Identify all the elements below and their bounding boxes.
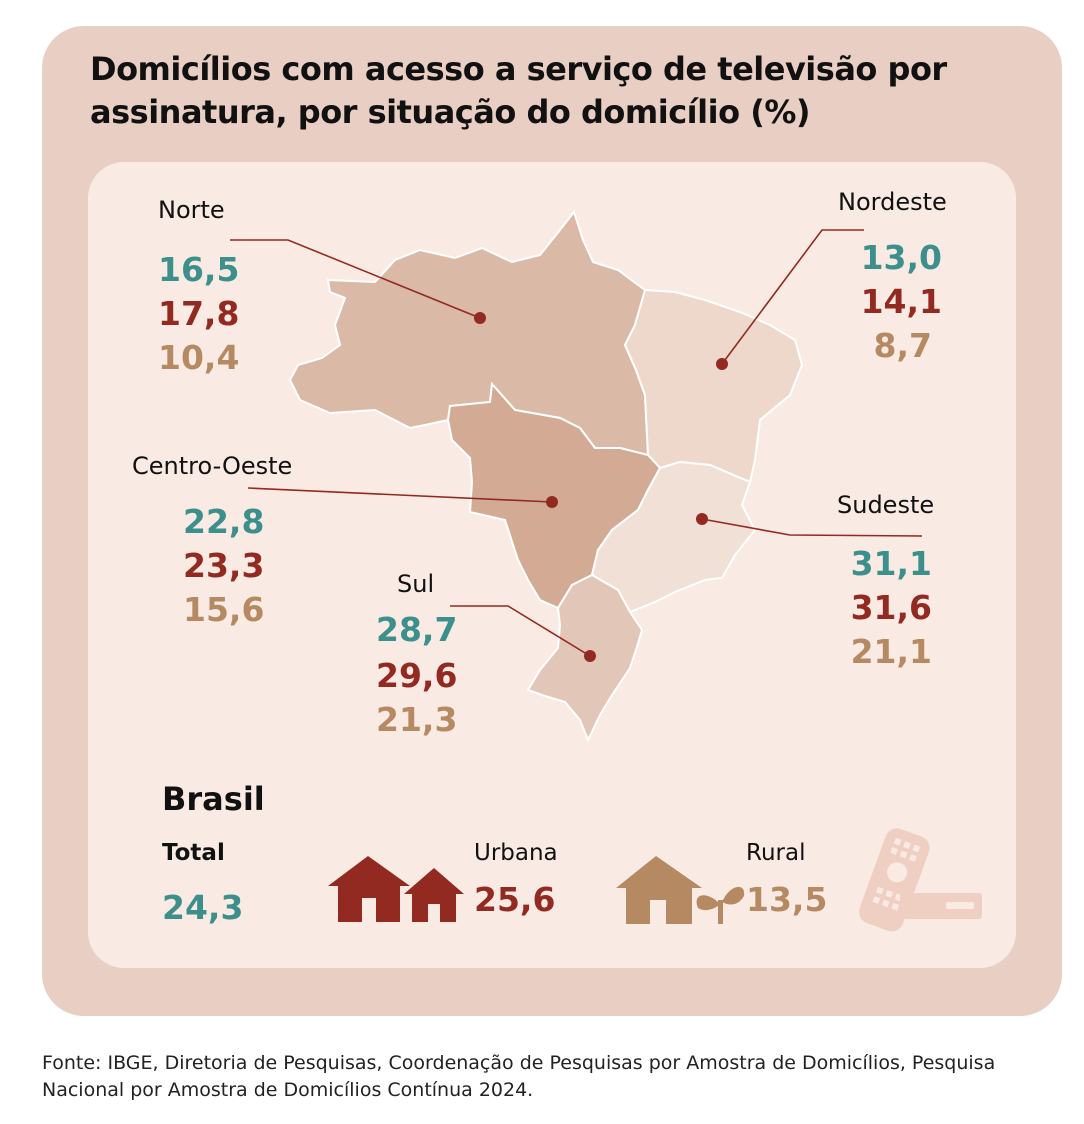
sul-urbana-value: 29,6 — [376, 656, 458, 695]
region-label-sudeste: Sudeste — [837, 491, 935, 519]
brasil-urbana-label: Urbana — [474, 840, 558, 866]
marker-sudeste — [696, 513, 708, 525]
norte-rural-value: 10,4 — [158, 338, 240, 377]
leader-line-norte — [230, 239, 481, 319]
marker-sul — [584, 650, 596, 662]
sprout-icon — [696, 886, 745, 924]
sudeste-urbana-value: 31,6 — [850, 588, 932, 627]
region-sudeste[interactable] — [590, 460, 757, 614]
brasil-rural-value: 13,5 — [746, 880, 828, 919]
norte-total-value: 16,5 — [158, 250, 240, 289]
house-icon — [616, 856, 702, 924]
nordeste-total-value: 13,0 — [860, 238, 942, 277]
region-label-centro-oeste: Centro-Oeste — [132, 452, 293, 480]
set-top-box-icon — [900, 893, 982, 919]
norte-urbana-value: 17,8 — [158, 294, 240, 333]
tv-remote-icon — [858, 828, 930, 932]
centro-oeste-total-value: 22,8 — [183, 502, 265, 541]
sul-rural-value: 21,3 — [376, 700, 458, 739]
leader-line-sudeste — [701, 518, 923, 537]
region-nordeste[interactable] — [623, 288, 804, 484]
region-label-norte: Norte — [158, 196, 225, 224]
marker-nordeste — [716, 358, 728, 370]
brasil-heading: Brasil — [162, 780, 265, 818]
leader-line-nordeste — [721, 229, 864, 365]
brasil-total-label: Total — [162, 840, 225, 866]
brasil-urbana-value: 25,6 — [474, 880, 556, 919]
infographic-title: Domicílios com acesso a serviço de telev… — [90, 50, 947, 131]
region-label-nordeste: Nordeste — [838, 188, 947, 216]
marker-centro-oeste — [546, 496, 558, 508]
sudeste-total-value: 31,1 — [850, 544, 932, 583]
nordeste-urbana-value: 14,1 — [860, 282, 942, 321]
sudeste-rural-value: 21,1 — [850, 632, 932, 671]
centro-oeste-urbana-value: 23,3 — [183, 546, 265, 585]
sul-total-value: 28,7 — [376, 610, 458, 649]
nordeste-rural-value: 8,7 — [873, 326, 932, 365]
source-footnote: Fonte: IBGE, Diretoria de Pesquisas, Coo… — [42, 1052, 996, 1101]
centro-oeste-rural-value: 15,6 — [183, 590, 265, 629]
marker-norte — [474, 312, 486, 324]
brasil-rural-label: Rural — [746, 840, 806, 866]
leader-line-centro-oeste — [247, 487, 553, 503]
brasil-total-value: 24,3 — [162, 888, 244, 927]
house-icon — [328, 856, 410, 922]
region-label-sul: Sul — [397, 570, 435, 598]
house-icon — [404, 868, 464, 922]
leader-line-sul — [450, 605, 591, 657]
